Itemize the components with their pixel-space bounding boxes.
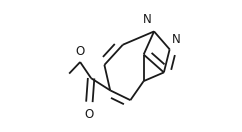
Text: N: N [172,33,181,46]
Text: O: O [85,108,94,121]
Text: O: O [75,45,84,58]
Text: N: N [143,13,151,26]
